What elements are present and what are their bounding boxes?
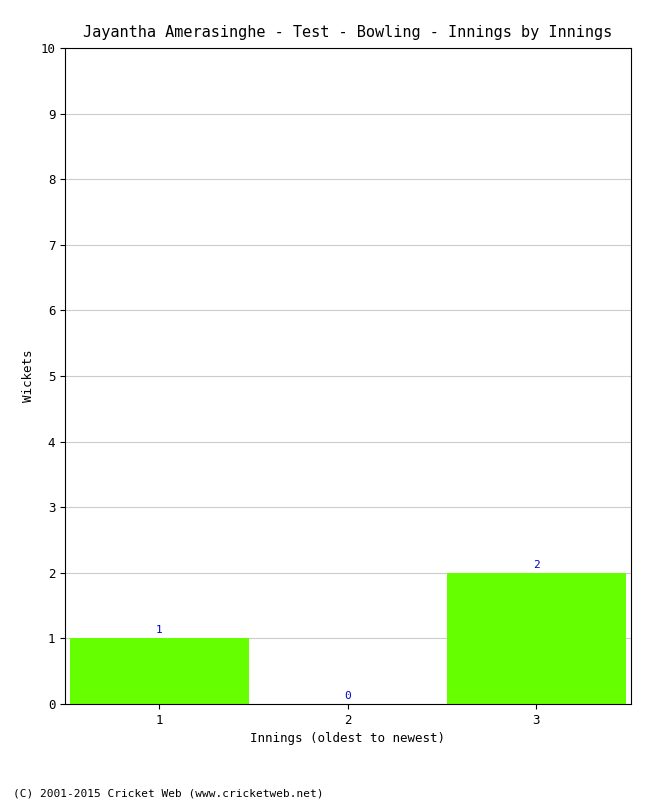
Text: 2: 2 <box>533 559 540 570</box>
Title: Jayantha Amerasinghe - Test - Bowling - Innings by Innings: Jayantha Amerasinghe - Test - Bowling - … <box>83 25 612 40</box>
Text: 1: 1 <box>156 625 162 635</box>
Bar <box>447 573 626 704</box>
Text: 0: 0 <box>344 690 351 701</box>
Y-axis label: Wickets: Wickets <box>21 350 34 402</box>
X-axis label: Innings (oldest to newest): Innings (oldest to newest) <box>250 732 445 746</box>
Bar <box>70 638 249 704</box>
Text: (C) 2001-2015 Cricket Web (www.cricketweb.net): (C) 2001-2015 Cricket Web (www.cricketwe… <box>13 788 324 798</box>
